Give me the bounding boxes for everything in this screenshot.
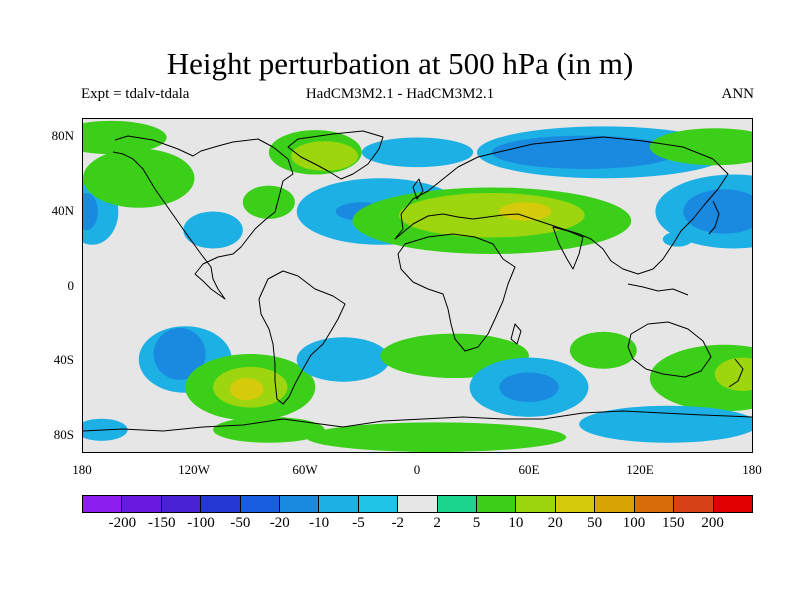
lon-label-180e: 180 — [742, 462, 762, 477]
contour-region-32 — [579, 405, 752, 443]
colorbar-swatch-3 — [201, 496, 241, 512]
lat-label-80n: 80N — [51, 128, 74, 143]
colorbar-swatch-8 — [398, 496, 438, 512]
period-label: ANN — [721, 86, 755, 102]
lon-label-60e: 60E — [518, 462, 540, 477]
colorbar-swatch-9 — [437, 496, 478, 512]
coastline-india — [552, 226, 584, 270]
contour-region-25 — [296, 337, 390, 382]
coastline-madagascar — [510, 323, 522, 345]
colorbar-label-14: 150 — [662, 515, 685, 531]
lat-label-40s: 40S — [53, 352, 74, 367]
coastline-north-america — [112, 135, 294, 300]
coastline-africa — [397, 233, 516, 352]
lat-label-equator: 0 — [67, 278, 75, 293]
contour-region-21 — [153, 328, 206, 380]
lon-label-0: 0 — [413, 462, 421, 477]
colorbar-label-1: -150 — [147, 515, 176, 531]
colorbar-swatch-14 — [634, 496, 675, 512]
coastline-australia — [627, 321, 712, 378]
contour-region-17 — [499, 202, 552, 221]
coastline-japan — [708, 200, 720, 235]
coastline-antarctica — [83, 410, 752, 432]
coastline-greenland — [287, 130, 384, 180]
colorbar-label-12: 50 — [587, 515, 603, 531]
lon-label-120w: 120W — [178, 462, 210, 477]
coastlines — [83, 130, 752, 432]
contour-region-31 — [714, 357, 752, 391]
colorbar-label-6: -5 — [352, 515, 365, 531]
contour-region-24 — [229, 378, 264, 401]
lon-label-60w: 60W — [292, 462, 318, 477]
colorbar-label-10: 10 — [508, 515, 524, 531]
colorbar-label-2: -100 — [187, 515, 215, 531]
contour-region-28 — [499, 372, 559, 403]
contour-region-33 — [306, 422, 567, 452]
colorbar-label-0: -200 — [108, 515, 137, 531]
colorbar-label-8: 2 — [433, 515, 441, 531]
colorbar-swatch-4 — [240, 496, 281, 512]
coastline-new-zealand — [728, 358, 744, 388]
map-panel — [82, 118, 753, 453]
colorbar-swatch-13 — [595, 496, 635, 512]
colorbar-swatch-1 — [122, 496, 162, 512]
colorbar-swatch-2 — [161, 496, 202, 512]
contour-region-10 — [83, 148, 195, 208]
lat-label-40n: 40N — [51, 203, 74, 218]
experiment-label: Expt = tdalv-tdala — [81, 86, 190, 102]
colorbar-swatch-12 — [555, 496, 596, 512]
lon-label-120e: 120E — [626, 462, 654, 477]
colorbar-swatch-6 — [319, 496, 359, 512]
contour-field — [83, 120, 752, 452]
colorbar-label-9: 5 — [472, 515, 481, 531]
contour-region-16 — [398, 193, 585, 238]
map-canvas — [83, 120, 752, 452]
contour-region-14 — [183, 211, 243, 249]
colorbar-swatch-15 — [674, 496, 714, 512]
contour-region-34 — [213, 416, 325, 443]
contour-region-2 — [83, 193, 98, 230]
contour-region-19 — [662, 231, 693, 247]
colorbar-swatch-10 — [477, 496, 517, 512]
colorbar-label-4: -20 — [269, 515, 290, 531]
colorbar-label-7: -2 — [391, 515, 405, 531]
colorbar-label-3: -50 — [230, 515, 251, 531]
colorbar-label-11: 20 — [547, 515, 563, 531]
coastline-uk — [412, 178, 424, 200]
contour-region-5 — [491, 135, 678, 169]
coastline-indonesia — [627, 283, 689, 296]
coastline-europe-asia — [394, 136, 729, 275]
chart-title: Height perturbation at 500 hPa (in m) — [166, 46, 634, 81]
colorbar — [82, 495, 753, 513]
colorbar-swatch-5 — [280, 496, 320, 512]
colorbar-swatch-7 — [358, 496, 399, 512]
lat-label-80s: 80S — [53, 427, 74, 442]
colorbar-label-13: 100 — [622, 515, 646, 531]
contour-region-18 — [242, 185, 295, 219]
contour-region-6 — [361, 137, 474, 168]
lon-label-180w: 180 — [72, 462, 92, 477]
colorbar-swatch-11 — [516, 496, 556, 512]
colorbar-swatch-0 — [83, 496, 123, 512]
colorbar-label-5: -10 — [309, 515, 330, 531]
model-label: HadCM3M2.1 - HadCM3M2.1 — [305, 86, 495, 102]
colorbar-label-15: 200 — [701, 515, 724, 531]
contour-region-9 — [649, 128, 752, 166]
contour-region-8 — [291, 141, 359, 171]
coastline-south-america — [258, 270, 346, 405]
colorbar-swatch-16 — [713, 496, 752, 512]
contour-region-29 — [569, 331, 637, 369]
